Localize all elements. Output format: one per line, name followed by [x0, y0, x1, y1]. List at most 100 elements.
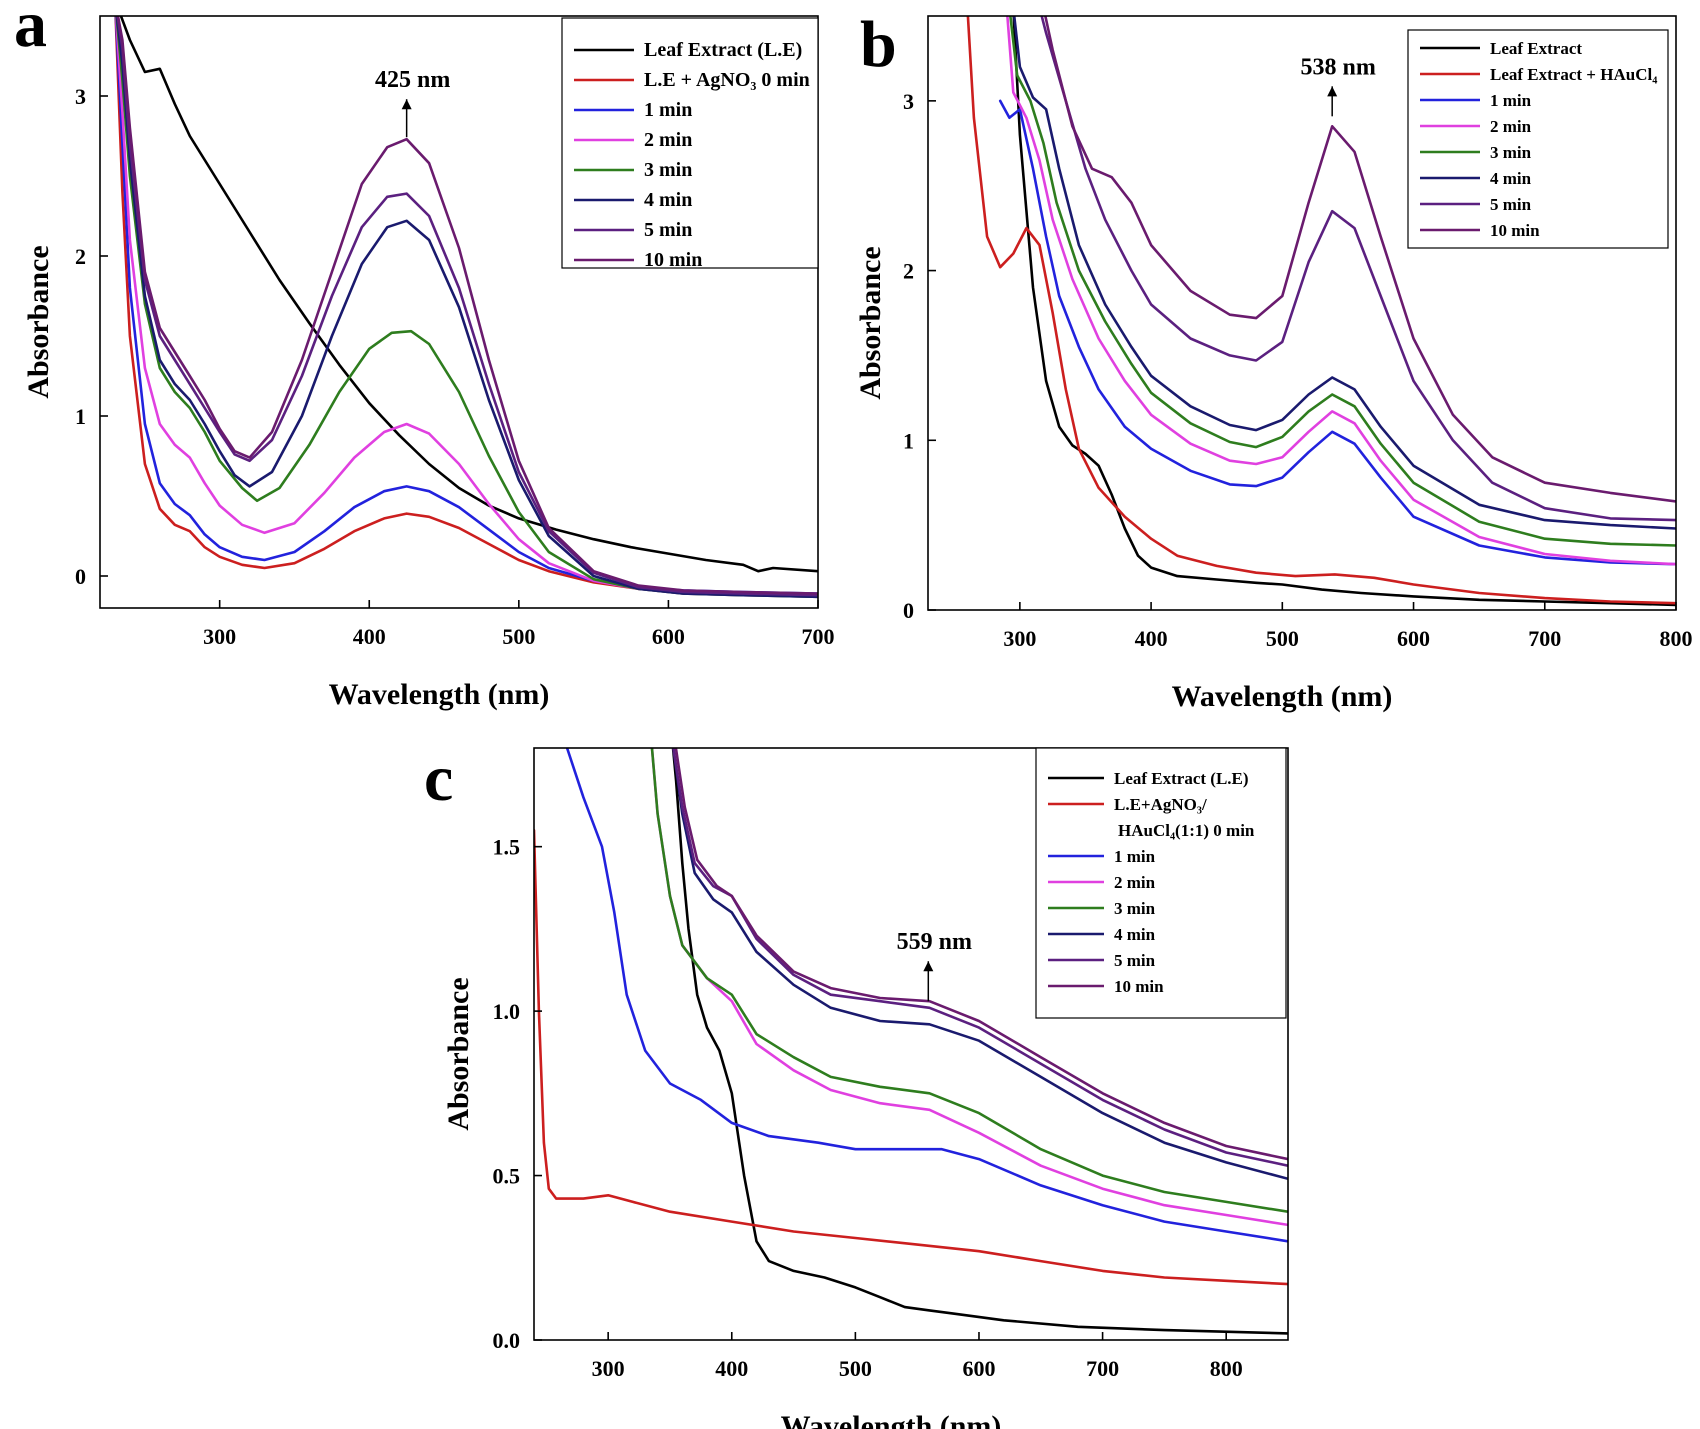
x-tick-label: 500 — [1266, 626, 1299, 651]
y-tick-label: 1 — [75, 404, 86, 429]
legend-label: Leaf Extract + HAuCl₄ — [1490, 65, 1657, 84]
y-tick-label: 2 — [75, 244, 86, 269]
series-line-8 — [1044, 16, 1676, 503]
legend: Leaf Extract (L.E) L.E+AgNO₃/HAuCl₄(1:1) … — [1035, 747, 1287, 1019]
legend-label: 1 min — [1490, 91, 1532, 110]
legend-box — [1407, 29, 1669, 249]
peak-annotation: 538 nm — [1301, 54, 1376, 80]
legend-label: 4 min — [1114, 925, 1156, 944]
legend-label: 1 min — [644, 99, 692, 121]
x-axis-title: Wavelength (nm) — [1172, 680, 1393, 713]
y-tick-label: 0.5 — [493, 1164, 521, 1189]
panel-letter: b — [860, 8, 897, 81]
series-line-2 — [114, 16, 818, 597]
x-tick-label: 300 — [203, 624, 236, 649]
x-tick-label: 500 — [502, 624, 535, 649]
legend-label: 5 min — [1490, 195, 1532, 214]
series-line-1 — [1012, 16, 1676, 607]
series-line-4 — [1006, 16, 1676, 566]
legend-label: 10 min — [1114, 977, 1164, 996]
panel-letter: c — [424, 742, 453, 815]
x-tick-label: 400 — [1135, 626, 1168, 651]
axes-frame — [533, 747, 1289, 1341]
series-line-6 — [1012, 16, 1676, 530]
y-tick-label: 1.5 — [493, 835, 521, 860]
legend-label: 2 min — [1490, 117, 1532, 136]
legend: Leaf Extract Leaf Extract + HAuCl₄ 1 min 2 … — [1407, 29, 1669, 249]
series-line-6 — [115, 16, 818, 599]
legend-box — [561, 17, 819, 269]
legend-label: 4 min — [644, 189, 692, 211]
legend-label: 3 min — [1490, 143, 1532, 162]
legend-label: 10 min — [1490, 221, 1540, 240]
chart-panel-b: 300 400 500 600 700 800 0 1 2 3 Wavelength (nm) Abs… — [854, 8, 1693, 713]
series-line-5 — [650, 748, 1288, 1213]
series-line-8 — [674, 748, 1288, 1161]
x-tick-label: 400 — [353, 624, 386, 649]
series-line-5 — [1009, 16, 1676, 547]
x-axis-title: Wavelength (nm) — [781, 1410, 1002, 1429]
legend-label: L.E + AgNO₃ 0 min — [644, 69, 810, 91]
series-line-6 — [671, 748, 1288, 1181]
legend-label: 5 min — [1114, 951, 1156, 970]
legend-label: 4 min — [1490, 169, 1532, 188]
series-line-8 — [116, 16, 818, 595]
panel-letter: a — [14, 0, 47, 61]
series-line-2 — [966, 16, 1676, 605]
legend-label: 3 min — [644, 159, 692, 181]
axes-frame — [99, 15, 819, 609]
peak-arrow-head — [401, 99, 412, 110]
axes-frame — [927, 15, 1677, 611]
peak-arrow-head — [923, 961, 934, 972]
legend-label: L.E+AgNO₃/HAuCl₄(1:1) 0 min — [1114, 795, 1255, 840]
y-axis-title: Absorbance — [854, 246, 887, 399]
legend: Leaf Extract (L.E) L.E + AgNO₃ 0 min 1 min… — [561, 17, 819, 271]
x-tick-label: 300 — [1003, 626, 1036, 651]
peak-annotation: 559 nm — [897, 929, 972, 955]
y-tick-label: 0 — [75, 564, 86, 589]
y-tick-label: 2 — [903, 259, 914, 284]
legend-label: 3 min — [1114, 899, 1156, 918]
series-line-5 — [115, 16, 818, 599]
y-tick-label: 1.0 — [493, 999, 521, 1024]
plot-area — [966, 16, 1676, 607]
x-tick-label: 700 — [802, 624, 835, 649]
x-tick-label: 800 — [1210, 1356, 1243, 1381]
x-axis-title: Wavelength (nm) — [329, 678, 550, 711]
legend-label: Leaf Extract (L.E) — [644, 39, 802, 61]
y-tick-label: 1 — [903, 428, 914, 453]
x-tick-label: 500 — [839, 1356, 872, 1381]
series-line-3 — [565, 748, 1288, 1243]
legend-label: 10 min — [644, 249, 702, 271]
y-tick-label: 0.0 — [493, 1328, 521, 1353]
x-tick-label: 600 — [1397, 626, 1430, 651]
legend-label: Leaf Extract (L.E) — [1114, 769, 1249, 788]
series-line-4 — [114, 16, 818, 599]
legend-label: 1 min — [1114, 847, 1156, 866]
y-tick-label: 0 — [903, 598, 914, 623]
series-line-1 — [119, 16, 818, 573]
legend-label: 2 min — [1114, 873, 1156, 892]
y-tick-label: 3 — [75, 84, 86, 109]
legend-label: 2 min — [644, 129, 692, 151]
x-tick-label: 800 — [1660, 626, 1693, 651]
series-line-7 — [116, 16, 818, 597]
x-tick-label: 600 — [652, 624, 685, 649]
plot-area — [114, 16, 818, 599]
series-line-7 — [672, 748, 1288, 1167]
y-axis-title: Absorbance — [22, 245, 55, 398]
plot-area — [534, 748, 1288, 1335]
series-line-2 — [534, 828, 1288, 1286]
x-tick-label: 300 — [592, 1356, 625, 1381]
peak-annotation: 425 nm — [375, 67, 450, 93]
peak-arrow-head — [1327, 86, 1338, 97]
y-tick-label: 3 — [903, 89, 914, 114]
series-line-1 — [671, 748, 1288, 1335]
x-tick-label: 400 — [715, 1356, 748, 1381]
series-line-7 — [1040, 16, 1676, 522]
x-tick-label: 700 — [1086, 1356, 1119, 1381]
chart-panel-c: 300 400 500 600 700 800 0.0 0.5 1.0 1.5 Wavelength… — [424, 742, 1289, 1429]
legend-label: 5 min — [644, 219, 692, 241]
x-tick-label: 600 — [962, 1356, 995, 1381]
